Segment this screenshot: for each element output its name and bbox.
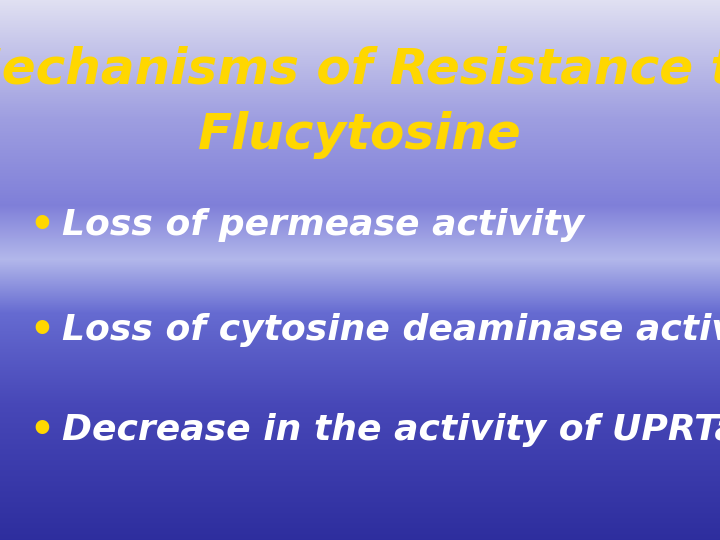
Text: Mechanisms of Resistance to: Mechanisms of Resistance to: [0, 46, 720, 94]
Text: •: •: [30, 206, 55, 244]
Text: •: •: [30, 411, 55, 449]
Text: •: •: [30, 311, 55, 349]
Text: Flucytosine: Flucytosine: [198, 111, 522, 159]
Text: Decrease in the activity of UPRTase: Decrease in the activity of UPRTase: [62, 413, 720, 447]
Text: Loss of permease activity: Loss of permease activity: [62, 208, 584, 242]
Text: Loss of cytosine deaminase activity: Loss of cytosine deaminase activity: [62, 313, 720, 347]
